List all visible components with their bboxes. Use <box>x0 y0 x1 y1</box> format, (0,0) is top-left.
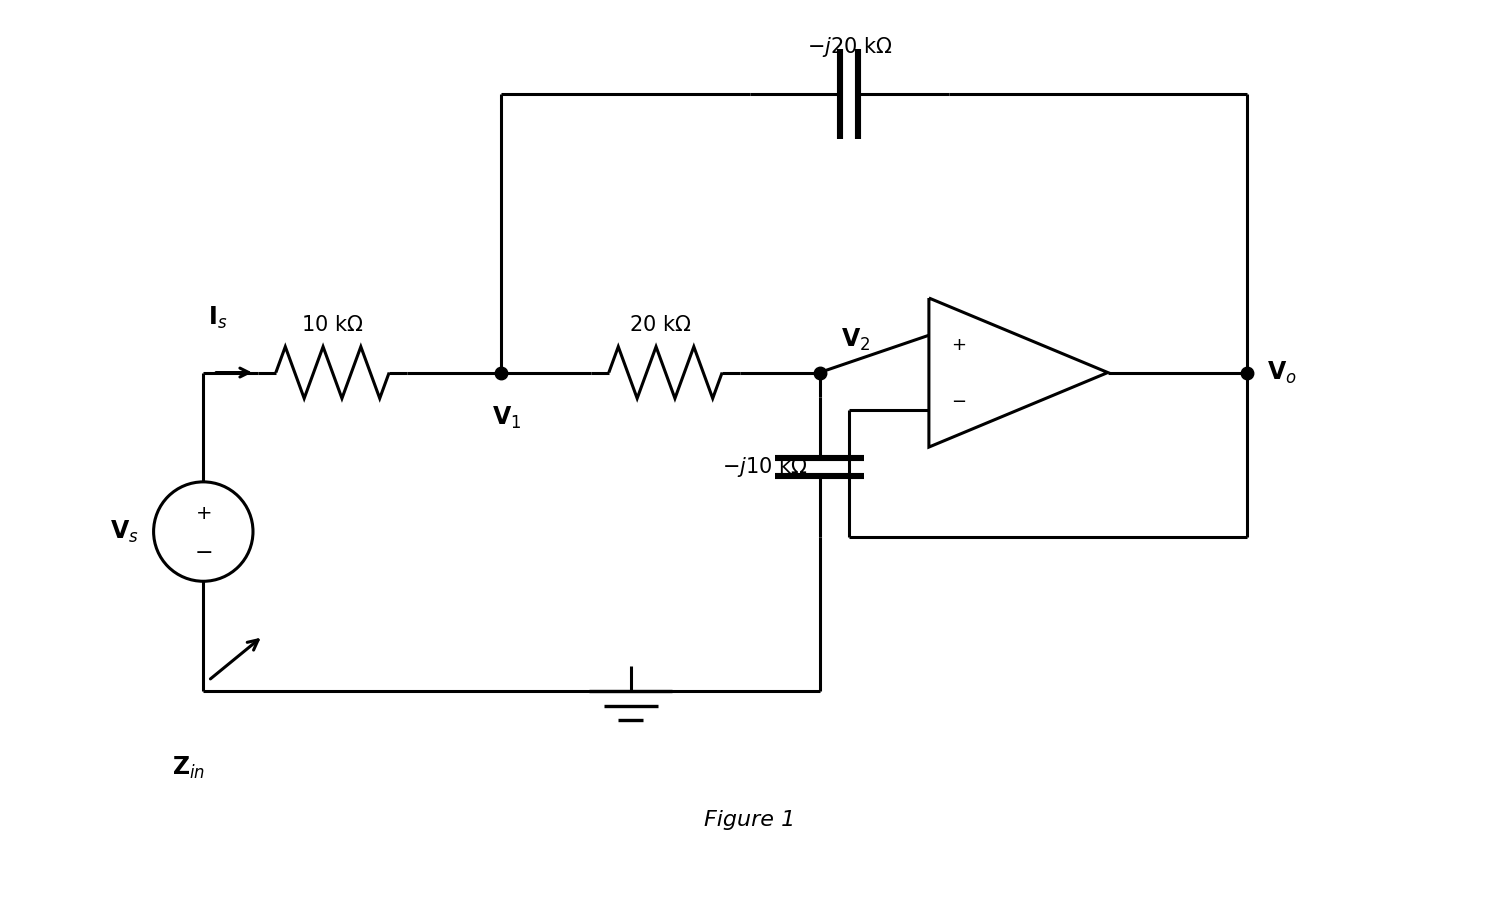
Text: $-$: $-$ <box>194 541 212 561</box>
Text: Figure 1: Figure 1 <box>704 810 796 830</box>
Text: $\mathbf{V}_s$: $\mathbf{V}_s$ <box>111 518 139 545</box>
Text: $+$: $+$ <box>196 504 212 523</box>
Text: $+$: $+$ <box>952 336 967 354</box>
Text: $\mathbf{Z}_{in}$: $\mathbf{Z}_{in}$ <box>172 755 205 782</box>
Text: $-$: $-$ <box>952 391 967 409</box>
Text: $-j$20 k$\Omega$: $-j$20 k$\Omega$ <box>807 35 892 59</box>
Text: $\mathbf{V}_1$: $\mathbf{V}_1$ <box>492 405 521 431</box>
Text: $\mathbf{I}_s$: $\mathbf{I}_s$ <box>208 304 227 331</box>
Text: 20 k$\Omega$: 20 k$\Omega$ <box>629 314 692 335</box>
Text: $-j$10 k$\Omega$: $-j$10 k$\Omega$ <box>722 455 808 479</box>
Text: $\mathbf{V}_2$: $\mathbf{V}_2$ <box>841 326 871 352</box>
Text: 10 k$\Omega$: 10 k$\Omega$ <box>302 314 363 335</box>
Text: $\mathbf{V}_o$: $\mathbf{V}_o$ <box>1267 360 1297 385</box>
